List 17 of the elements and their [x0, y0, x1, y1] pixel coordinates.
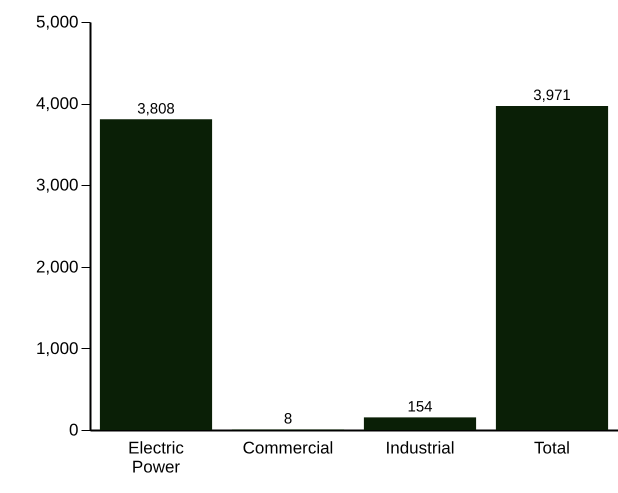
- y-tick-label: 5,000: [36, 12, 78, 32]
- y-tick-label: 0: [69, 420, 78, 440]
- x-tick-label: Total: [534, 438, 570, 458]
- y-tick-label: 4,000: [36, 94, 78, 114]
- bar: [364, 417, 476, 430]
- data-label: 3,971: [533, 86, 571, 104]
- data-label: 8: [284, 410, 292, 428]
- bar: [100, 119, 212, 430]
- bar: [496, 106, 608, 430]
- x-tick-label: Industrial: [386, 438, 454, 458]
- x-tick-label: Commercial: [242, 438, 334, 458]
- data-label: 154: [407, 398, 433, 416]
- x-tick-label: Electric Power: [128, 438, 184, 476]
- y-tick-label: 2,000: [36, 257, 78, 276]
- y-tick-label: 1,000: [36, 338, 78, 358]
- data-label: 3,808: [137, 100, 175, 118]
- y-tick-label: 3,000: [36, 176, 78, 195]
